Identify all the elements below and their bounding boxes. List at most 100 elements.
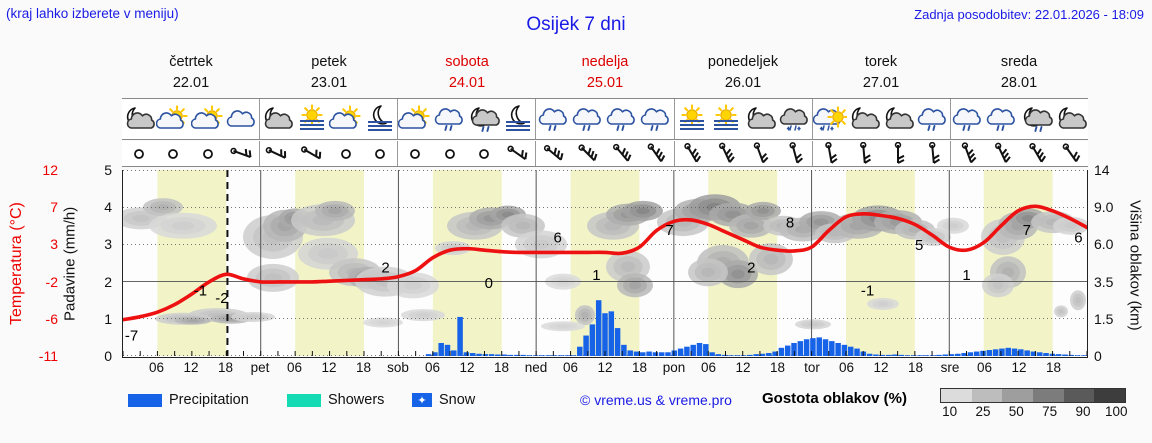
icon-day-group-5 — [812, 99, 951, 139]
meteogram-plot: -7 -1 -2 2 0 6 1 7 2 8 -1 5 1 7 6 — [122, 170, 1088, 358]
precip-bar — [463, 352, 470, 356]
cloud-snow-sun-icon — [812, 99, 847, 139]
day-name: torek — [864, 54, 898, 70]
precip-bar — [747, 354, 753, 356]
cloud-blob — [187, 319, 199, 322]
copyright-link[interactable]: © vreme.us & vreme.pro — [580, 392, 732, 408]
wind-calm-icon — [467, 141, 501, 166]
x-tick-0: 06 — [148, 360, 165, 375]
x-tick-18: 18 — [769, 360, 786, 375]
temperature-label: 6 — [1074, 229, 1082, 246]
day-header-2: sobota 24.01 — [398, 52, 536, 96]
cloud-blob — [807, 322, 819, 327]
precip-bar — [734, 355, 741, 356]
day-date: 24.01 — [448, 75, 486, 91]
icon-day-group-1 — [260, 99, 399, 139]
cld-tick-4: 1.5 — [1094, 310, 1114, 327]
cloud-rain-icon — [916, 99, 950, 139]
day-header-1: petek 23.01 — [260, 52, 398, 96]
wind-barb-icon — [777, 141, 811, 166]
day-header-5: torek 27.01 — [812, 52, 950, 96]
cloud-blob — [328, 207, 342, 215]
cloud-blob — [620, 261, 636, 273]
wind-barb-icon — [847, 141, 881, 166]
precipitation-axis-title: Padavine (mm/h) — [61, 206, 79, 322]
day-date: 25.01 — [586, 75, 624, 91]
wind-barb-icon — [605, 141, 639, 166]
cloud-blob — [743, 221, 759, 230]
cloud-blob — [404, 280, 422, 290]
day-name: ponedeljek — [707, 54, 779, 70]
density-tick-4: 90 — [1075, 404, 1091, 419]
temperature-label: -1 — [194, 282, 207, 299]
precip-bar — [791, 342, 797, 356]
sun-fog-icon — [294, 99, 328, 139]
precip-bar — [784, 345, 791, 356]
cloud-rain-icon — [605, 99, 639, 139]
x-tick-24: 06 — [976, 360, 993, 375]
temp-tick-4: -6 — [45, 310, 58, 327]
precip-bar — [482, 354, 489, 356]
precip-bar — [469, 353, 476, 356]
precip-bar — [564, 355, 570, 356]
wind-barb-icon — [1054, 141, 1088, 166]
wind-day-group-6 — [951, 141, 1088, 166]
precip-bar — [488, 354, 495, 356]
precip-bar — [936, 354, 942, 356]
wind-barb-icon — [571, 141, 605, 166]
cloud-blob — [555, 324, 571, 328]
wind-day-group-1 — [260, 141, 399, 166]
x-tick-26: 18 — [1045, 360, 1062, 375]
precip-bar — [621, 344, 627, 356]
precip-bar — [539, 355, 545, 356]
temperature-label: 2 — [381, 260, 389, 277]
day-name: petek — [311, 54, 347, 70]
precip-bar — [923, 355, 930, 356]
wind-calm-icon — [398, 141, 432, 166]
precip-bar — [658, 352, 665, 356]
precip-bar — [602, 313, 608, 356]
wind-barb-icon — [294, 141, 328, 166]
precip-bar — [1068, 354, 1074, 356]
x-tick-17: 12 — [735, 360, 751, 375]
sun-cloud-icon — [190, 99, 225, 139]
cloud-rain-icon — [536, 99, 570, 139]
temperature-labels: -7 -1 -2 2 0 6 1 7 2 8 -1 5 1 7 6 — [125, 214, 1083, 344]
x-tick-22: 18 — [907, 360, 924, 375]
wind-barb-icon — [260, 141, 294, 166]
precip-bar — [545, 355, 552, 356]
precip-bar — [1081, 355, 1087, 356]
precip-bar — [841, 344, 848, 356]
precip-bar — [457, 316, 463, 356]
precip-bar — [816, 337, 822, 356]
x-tick-11: ned — [524, 360, 548, 375]
precip-bar — [759, 353, 766, 356]
cloud-blob — [132, 214, 150, 223]
temp-tick-1: 7 — [50, 199, 58, 216]
temperature-label: -1 — [861, 282, 874, 299]
precip-bar — [438, 342, 444, 356]
day-date: 28.01 — [1000, 75, 1038, 91]
precip-bar — [1036, 352, 1043, 356]
x-tick-1: 12 — [183, 360, 199, 375]
x-tick-20: 06 — [838, 360, 855, 375]
wind-barb-icon — [675, 141, 709, 166]
prec-tick-5: 0 — [104, 348, 112, 364]
precip-bar — [1011, 348, 1018, 356]
x-tick-4: 06 — [286, 360, 303, 375]
prec-tick-0: 5 — [104, 162, 112, 178]
cloud-density-tick-labels: 10 25 50 75 90 100 — [933, 404, 1133, 419]
precip-bar — [986, 350, 993, 356]
precip-bar — [614, 328, 621, 356]
wind-barb-icon — [501, 141, 535, 166]
moon-cloud-rain-icon — [467, 99, 501, 139]
precip-bar — [973, 351, 980, 356]
wind-day-group-4 — [675, 141, 813, 166]
x-tick-8: 06 — [424, 360, 441, 375]
day-name: nedelja — [581, 54, 629, 70]
precip-bar — [476, 353, 482, 356]
day-date: 23.01 — [310, 75, 348, 91]
wind-calm-icon — [363, 141, 397, 166]
cloud-density-gradient — [940, 388, 1126, 403]
wind-calm-icon — [191, 141, 225, 166]
